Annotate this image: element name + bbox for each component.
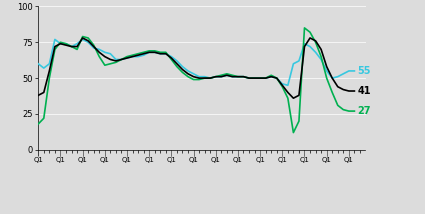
Text: 27: 27 <box>358 106 371 116</box>
Text: 41: 41 <box>358 86 371 96</box>
Text: 55: 55 <box>358 66 371 76</box>
